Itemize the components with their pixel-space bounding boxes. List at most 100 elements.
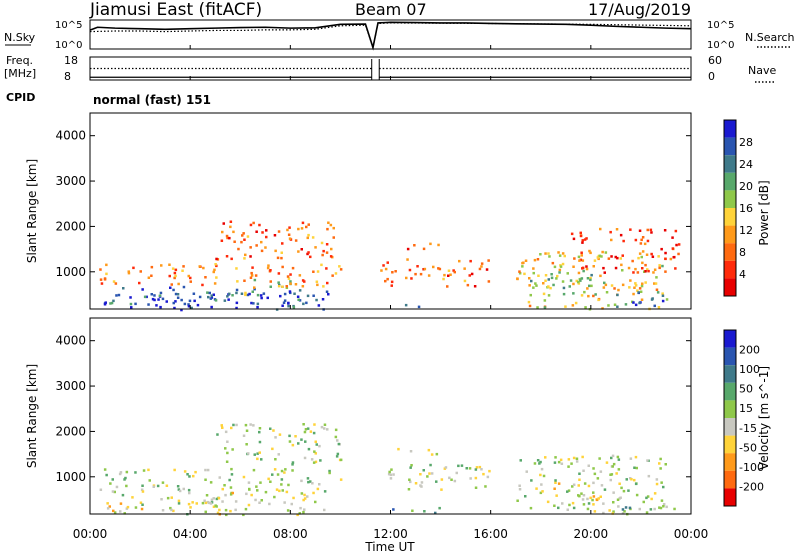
velocity-cell bbox=[312, 431, 316, 435]
power-cell bbox=[134, 302, 137, 306]
power-cell bbox=[174, 292, 178, 296]
power-cell bbox=[536, 306, 539, 309]
velocity-cell bbox=[339, 478, 343, 481]
velocity-cell bbox=[106, 502, 109, 505]
velocity-cell bbox=[612, 491, 615, 494]
power-cell bbox=[577, 282, 581, 285]
power-cell bbox=[527, 300, 531, 304]
velocity-cell bbox=[244, 423, 248, 427]
power-cell bbox=[296, 295, 300, 298]
power-cell bbox=[281, 265, 284, 269]
velocity-cell bbox=[273, 495, 276, 499]
power-cell bbox=[306, 252, 309, 256]
power-cell bbox=[640, 238, 643, 242]
power-cell bbox=[610, 255, 613, 258]
velocity-cell bbox=[460, 464, 464, 467]
power-cell bbox=[306, 294, 310, 298]
velocity-cell bbox=[577, 494, 580, 497]
velocity-cell bbox=[268, 502, 271, 506]
power-cell bbox=[281, 242, 284, 245]
power-cell bbox=[610, 238, 613, 242]
velocity-cell bbox=[319, 459, 322, 462]
power-cell bbox=[382, 264, 385, 267]
power-cell bbox=[443, 273, 446, 277]
power-cell bbox=[553, 265, 557, 269]
power-cell bbox=[638, 287, 642, 290]
velocity-cell bbox=[591, 498, 594, 502]
power-cell bbox=[384, 267, 388, 271]
power-cell bbox=[570, 232, 574, 236]
power-cell bbox=[293, 292, 296, 295]
velocity-cell bbox=[312, 491, 315, 495]
velocity-cell bbox=[541, 490, 544, 493]
power-cell bbox=[406, 247, 410, 251]
power-cell bbox=[109, 302, 112, 305]
power-cell bbox=[177, 282, 180, 286]
velocity-cell bbox=[615, 472, 618, 475]
power-cell bbox=[675, 243, 678, 247]
velocity-cell bbox=[318, 483, 321, 486]
power-cell bbox=[589, 276, 592, 280]
power-cell bbox=[661, 264, 664, 268]
velocity-colorbar-tick: 100 bbox=[739, 363, 760, 376]
power-cell bbox=[322, 285, 325, 288]
velocity-cell bbox=[546, 500, 550, 504]
power-cell bbox=[287, 302, 290, 305]
power-cell bbox=[237, 247, 240, 251]
power-cell bbox=[437, 267, 440, 270]
power-cell bbox=[429, 242, 432, 246]
power-cell bbox=[572, 292, 575, 295]
velocity-cell bbox=[655, 478, 659, 481]
power-cell bbox=[320, 263, 323, 267]
power-cell bbox=[244, 293, 247, 297]
velocity-cell bbox=[465, 467, 468, 470]
velocity-cell bbox=[165, 484, 169, 487]
power-cell bbox=[641, 236, 645, 239]
velocity-cell bbox=[529, 506, 533, 510]
power-cell bbox=[578, 259, 581, 262]
power-cell bbox=[289, 291, 292, 295]
velocity-cell bbox=[572, 506, 576, 510]
velocity-cell bbox=[610, 456, 613, 460]
power-cell bbox=[646, 228, 649, 232]
power-cell bbox=[632, 301, 635, 304]
power-cell bbox=[577, 280, 580, 284]
power-cell bbox=[300, 227, 304, 230]
velocity-cell bbox=[210, 498, 214, 501]
velocity-cell bbox=[245, 429, 249, 432]
velocity-cell bbox=[273, 468, 277, 471]
velocity-cell bbox=[188, 475, 191, 478]
velocity-colorbar-tick: 200 bbox=[739, 344, 760, 357]
velocity-cell bbox=[134, 506, 138, 509]
power-cell bbox=[620, 263, 623, 267]
velocity-cell bbox=[245, 492, 248, 496]
velocity-cell bbox=[105, 473, 108, 477]
power-cell bbox=[604, 283, 608, 287]
velocity-cell bbox=[627, 489, 630, 492]
velocity-cell bbox=[303, 430, 307, 434]
velocity-cell bbox=[285, 490, 289, 494]
velocity-cell bbox=[530, 479, 533, 482]
cpid-value: normal (fast) 151 bbox=[93, 93, 211, 107]
power-cell bbox=[437, 243, 440, 247]
power-cell bbox=[110, 301, 114, 305]
velocity-cell bbox=[602, 511, 605, 515]
power-cell bbox=[410, 277, 413, 280]
power-cell bbox=[243, 257, 246, 260]
power-cell bbox=[544, 274, 548, 277]
power-cell bbox=[288, 237, 292, 240]
velocity-cell bbox=[249, 423, 252, 426]
velocity-cell bbox=[609, 473, 612, 476]
power-cell bbox=[331, 274, 334, 277]
velocity-cell bbox=[283, 471, 286, 474]
velocity-cell bbox=[623, 510, 626, 513]
velocity-cell bbox=[183, 470, 187, 473]
power-cell bbox=[524, 259, 528, 262]
power-cell bbox=[249, 276, 253, 279]
velocity-cell bbox=[267, 477, 270, 481]
velocity-cell bbox=[577, 484, 580, 487]
velocity-cell bbox=[646, 495, 650, 498]
power-cell bbox=[273, 234, 277, 237]
velocity-cell bbox=[288, 440, 292, 443]
power-cell bbox=[236, 280, 239, 283]
